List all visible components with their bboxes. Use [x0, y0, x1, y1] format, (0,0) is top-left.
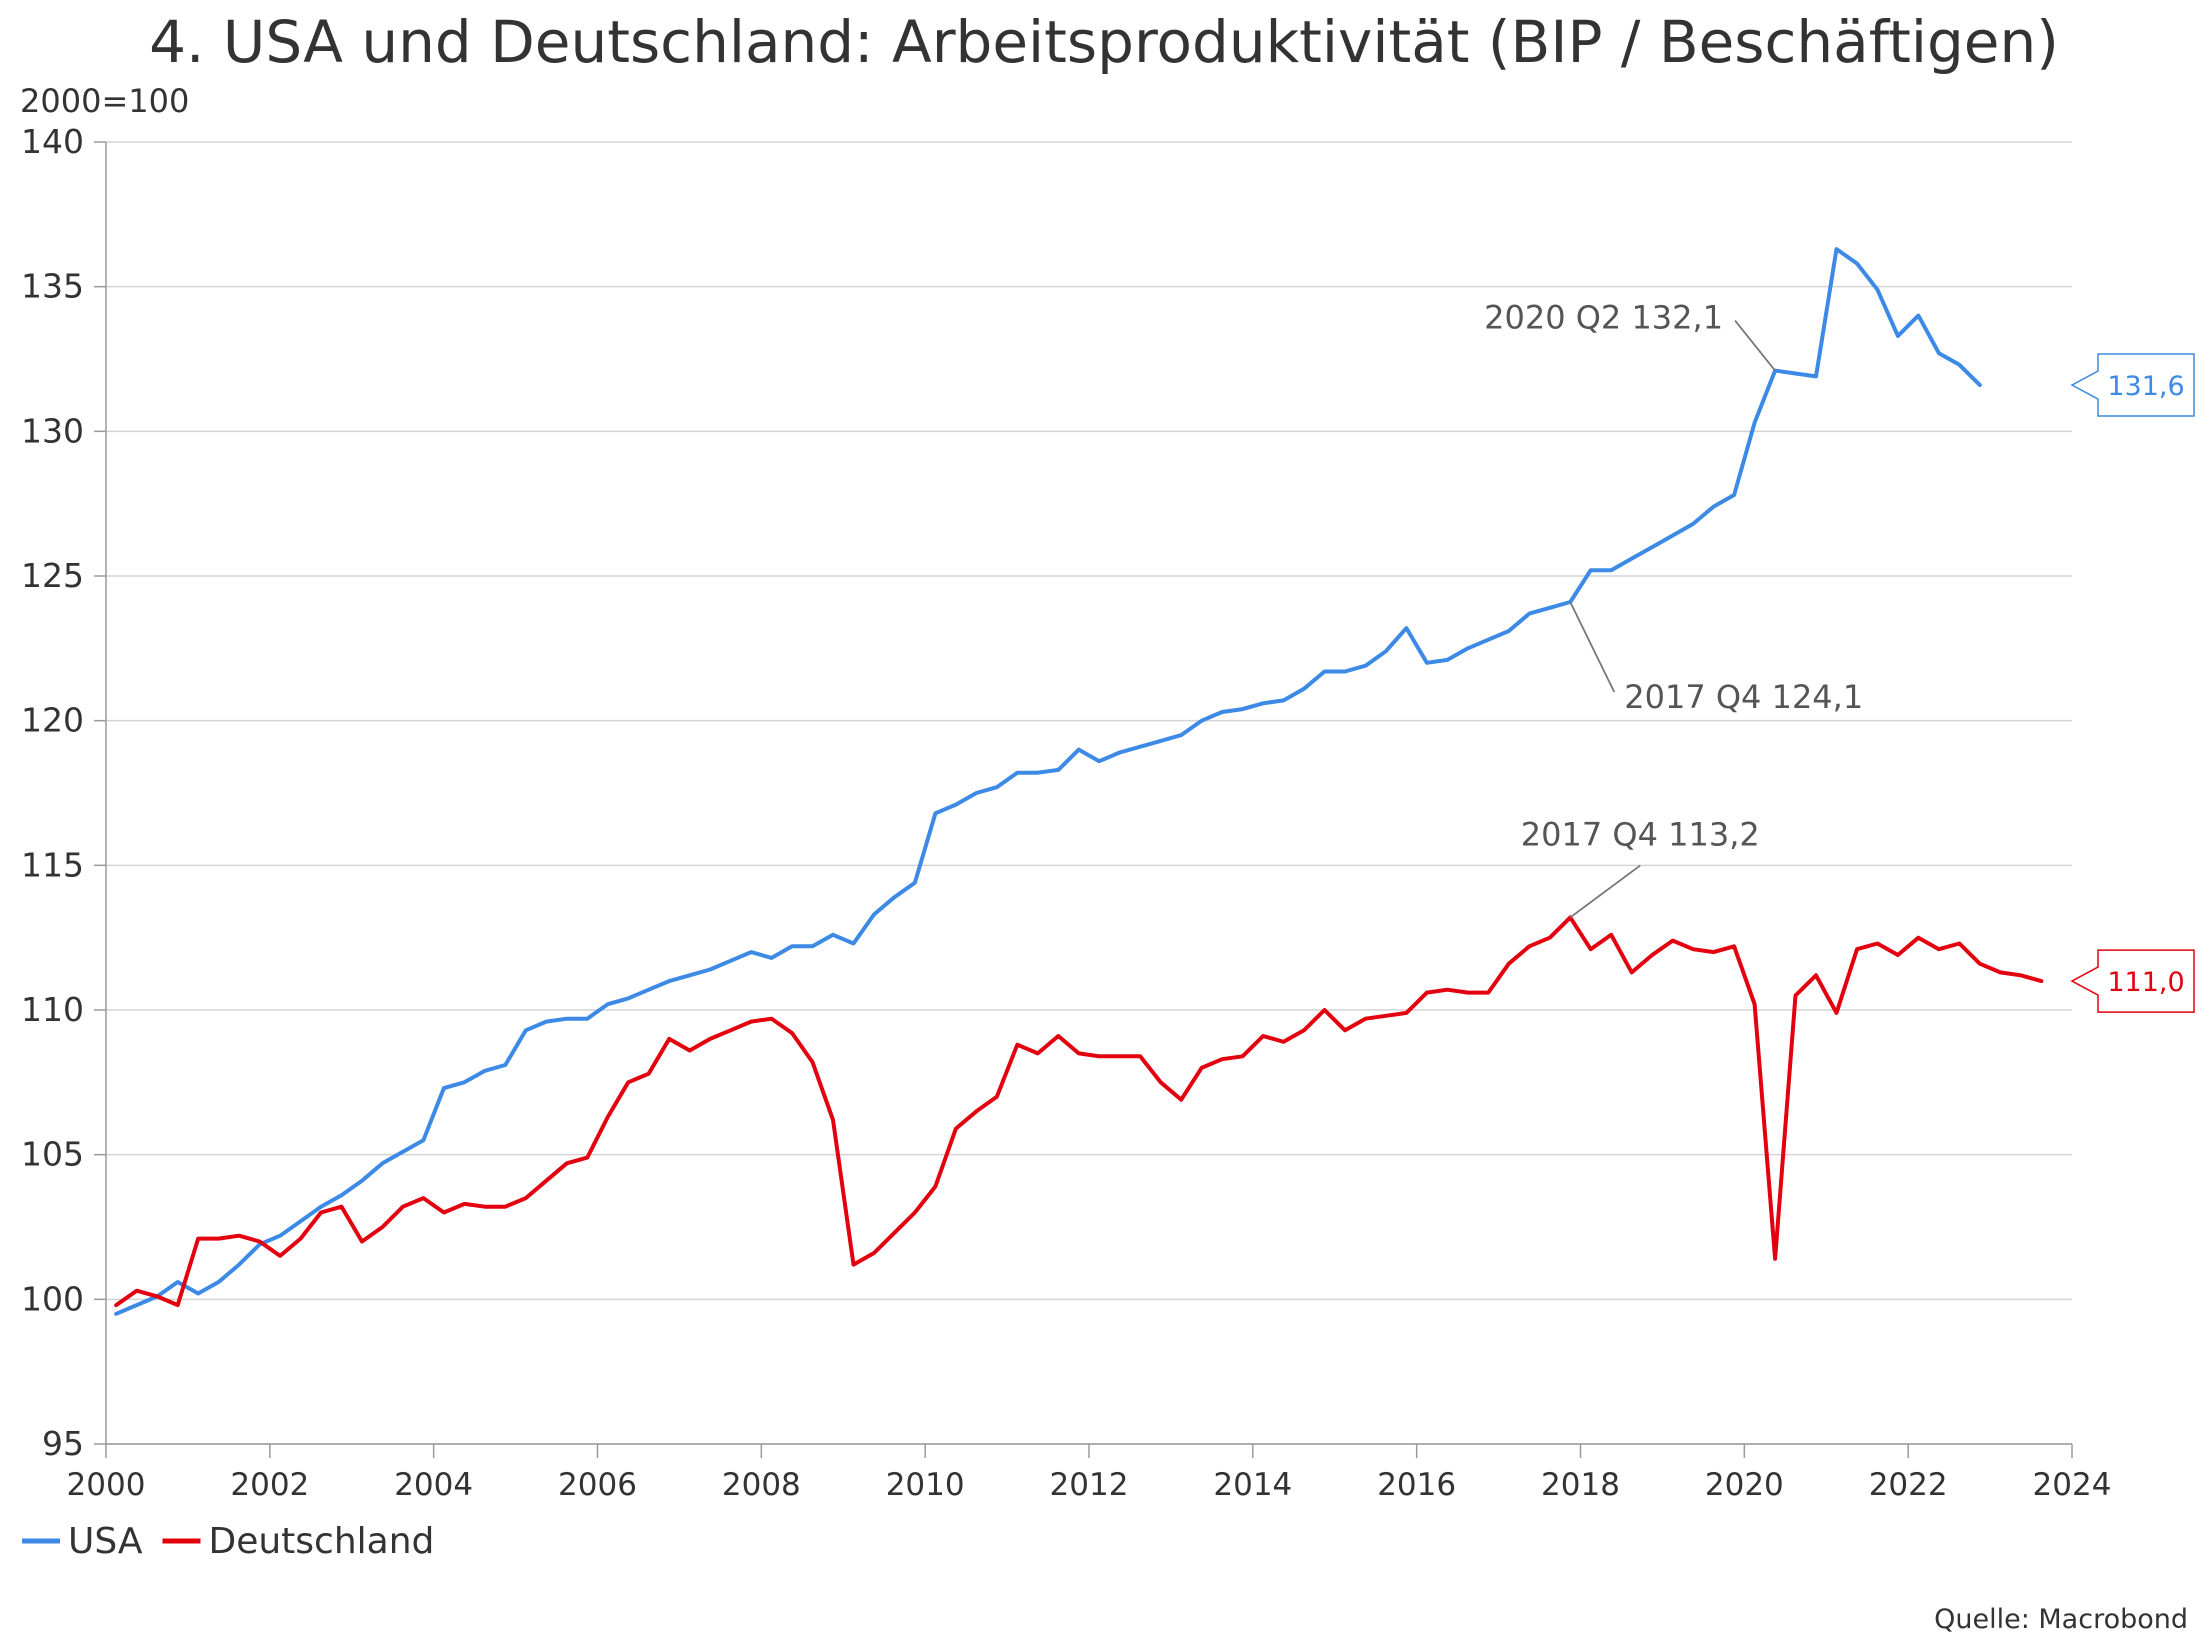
legend: USA Deutschland	[22, 1521, 434, 1562]
annotation-label-3: 2017 Q4 113,2	[1521, 815, 1760, 853]
x-tick-label-2000: 2000	[67, 1467, 146, 1503]
y-tick-label-140: 140	[21, 122, 84, 161]
legend-label-deutschland: Deutschland	[209, 1521, 435, 1562]
end-label-box-usa	[2070, 353, 2195, 417]
y-tick-label-95: 95	[42, 1424, 84, 1463]
annotation-leader-2	[1569, 601, 1616, 693]
y-tick-label-120: 120	[21, 701, 84, 740]
end-labels: 131,6 111,0	[2070, 353, 2195, 1013]
source-label: Quelle: Macrobond	[1934, 1604, 2188, 1635]
x-tick-label-2022: 2022	[1869, 1467, 1948, 1503]
x-tick-label-2004: 2004	[394, 1467, 473, 1503]
annotation-leader-1	[1734, 320, 1776, 372]
y-tick-label-115: 115	[21, 845, 84, 884]
end-label-deutschland: 111,0	[2107, 967, 2184, 998]
x-tick-label-2010: 2010	[886, 1467, 965, 1503]
annotation-leader-3	[1569, 864, 1641, 919]
y-unit-label: 2000=100	[20, 82, 189, 120]
x-tick-label-2020: 2020	[1705, 1467, 1784, 1503]
x-tick-label-2002: 2002	[230, 1467, 309, 1503]
y-tick-label-125: 125	[21, 556, 84, 595]
legend-label-usa: USA	[68, 1521, 143, 1562]
x-tick-label-2016: 2016	[1377, 1467, 1456, 1503]
annotation-label-1: 2020 Q2 132,1	[1484, 299, 1723, 337]
x-tick-label-2008: 2008	[722, 1467, 801, 1503]
annotations: 2020 Q2 132,1 2017 Q4 124,1 2017 Q4 113,2	[1484, 299, 1863, 919]
y-tick-label-130: 130	[21, 411, 84, 450]
end-label-box-deutschland	[2070, 949, 2195, 1013]
axes: 95 100 105 110 115 120 125 130 135 140 2000 2002 200…	[21, 122, 2111, 1503]
end-label-usa: 131,6	[2107, 371, 2184, 402]
chart-title: 4. USA und Deutschland: Arbeitsproduktiv…	[149, 8, 2059, 76]
x-tick-label-2006: 2006	[558, 1467, 637, 1503]
y-tick-label-135: 135	[21, 267, 84, 306]
y-tick-label-100: 100	[21, 1279, 84, 1318]
grid	[106, 141, 2072, 1445]
y-tick-label-110: 110	[21, 990, 84, 1029]
x-tick-label-2018: 2018	[1541, 1467, 1620, 1503]
series-lines	[114, 247, 2044, 1316]
series-line-usa	[114, 247, 1982, 1316]
x-tick-label-2014: 2014	[1213, 1467, 1292, 1503]
x-tick-label-2012: 2012	[1050, 1467, 1129, 1503]
annotation-label-2: 2017 Q4 124,1	[1624, 678, 1863, 716]
y-tick-label-105: 105	[21, 1135, 84, 1174]
series-line-deutschland	[114, 915, 2044, 1308]
x-tick-label-2024: 2024	[2033, 1467, 2112, 1503]
